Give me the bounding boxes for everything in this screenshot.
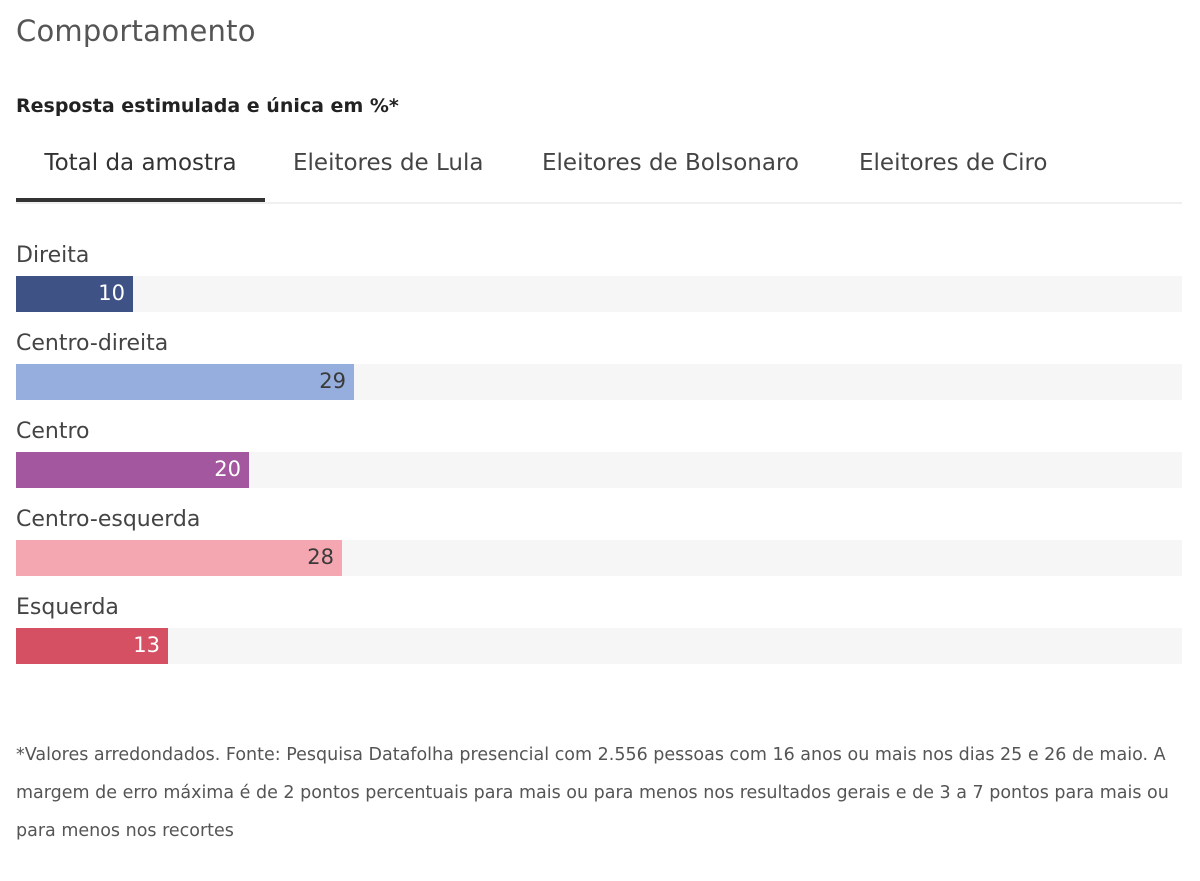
bar-value-label: 13 [133, 633, 160, 657]
tab-bar: Total da amostra Eleitores de Lula Eleit… [16, 140, 1182, 204]
footnote: *Valores arredondados. Fonte: Pesquisa D… [16, 745, 1169, 841]
bar-value-label: 10 [98, 281, 125, 305]
category-label: Centro-esquerda [16, 507, 201, 532]
category-label: Direita [16, 243, 90, 268]
bar-track: 10 [16, 276, 1182, 312]
tab-eleitores-de-bolsonaro[interactable]: Eleitores de Bolsonaro [542, 150, 799, 176]
page-title: Comportamento [16, 14, 256, 48]
chart-subtitle: Resposta estimulada e única em %* [16, 95, 399, 117]
tab-eleitores-de-ciro[interactable]: Eleitores de Ciro [859, 150, 1048, 176]
tab-total-da-amostra[interactable]: Total da amostra [16, 140, 265, 202]
bar-track: 28 [16, 540, 1182, 576]
bar-row-esquerda: Esquerda 13 [16, 592, 1182, 672]
bar-track: 13 [16, 628, 1182, 664]
bar-row-direita: Direita 10 [16, 240, 1182, 320]
bar-row-centro: Centro 20 [16, 416, 1182, 496]
bar-row-centro-direita: Centro-direita 29 [16, 328, 1182, 408]
bar-row-centro-esquerda: Centro-esquerda 28 [16, 504, 1182, 584]
bar-value-label: 29 [319, 369, 346, 393]
category-label: Esquerda [16, 595, 119, 620]
category-label: Centro [16, 419, 90, 444]
bar-value-label: 20 [214, 457, 241, 481]
category-label: Centro-direita [16, 331, 169, 356]
bar-centro: 20 [16, 452, 249, 488]
bar-esquerda: 13 [16, 628, 168, 664]
bar-centro-direita: 29 [16, 364, 354, 400]
bar-centro-esquerda: 28 [16, 540, 342, 576]
bar-value-label: 28 [307, 545, 334, 569]
tab-eleitores-de-lula[interactable]: Eleitores de Lula [293, 150, 484, 176]
bar-track: 29 [16, 364, 1182, 400]
bar-track: 20 [16, 452, 1182, 488]
bar-direita: 10 [16, 276, 133, 312]
